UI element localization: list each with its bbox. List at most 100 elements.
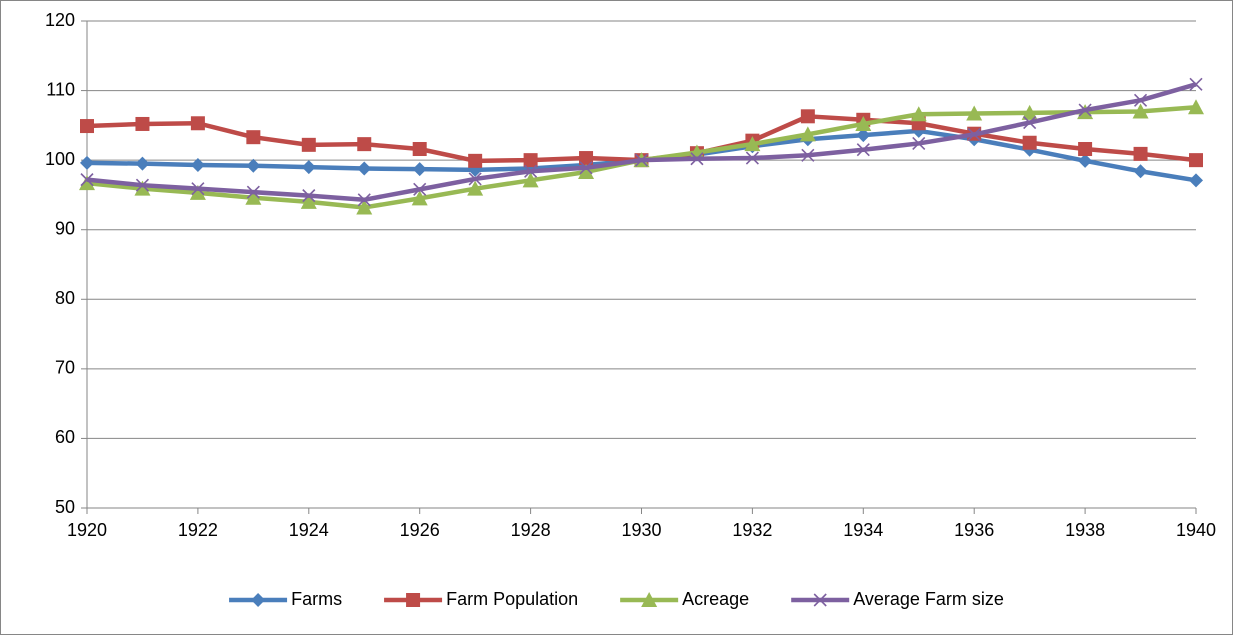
x-tick-label: 1928 bbox=[511, 520, 551, 540]
marker bbox=[135, 116, 150, 131]
y-tick-label: 90 bbox=[55, 218, 75, 238]
legend-item: Average Farm size bbox=[791, 589, 1004, 609]
marker bbox=[801, 148, 815, 162]
marker bbox=[468, 172, 482, 186]
marker bbox=[967, 127, 981, 141]
marker bbox=[1021, 104, 1038, 120]
legend-label: Average Farm size bbox=[853, 589, 1004, 609]
marker bbox=[522, 172, 539, 188]
marker bbox=[579, 151, 594, 166]
marker bbox=[189, 184, 206, 200]
marker bbox=[1132, 103, 1149, 119]
legend-item: Acreage bbox=[620, 589, 749, 609]
marker bbox=[301, 137, 316, 152]
marker bbox=[406, 593, 421, 607]
x-tick-label: 1930 bbox=[621, 520, 661, 540]
marker bbox=[856, 128, 871, 143]
marker bbox=[1022, 135, 1037, 150]
legend-label: Farms bbox=[291, 589, 342, 609]
legend-label: Acreage bbox=[682, 589, 749, 609]
x-tick-label: 1936 bbox=[954, 520, 994, 540]
marker bbox=[912, 136, 926, 151]
marker bbox=[523, 153, 538, 168]
marker bbox=[467, 180, 484, 196]
x-tick-label: 1938 bbox=[1065, 520, 1105, 540]
marker bbox=[251, 593, 266, 607]
y-tick-label: 60 bbox=[55, 427, 75, 447]
marker bbox=[1189, 153, 1203, 168]
marker bbox=[80, 173, 94, 187]
marker bbox=[579, 161, 593, 175]
marker bbox=[468, 153, 483, 168]
marker bbox=[578, 163, 595, 179]
marker bbox=[1133, 93, 1148, 107]
marker bbox=[357, 137, 372, 152]
y-tick-label: 70 bbox=[55, 358, 75, 378]
x-tick-label: 1924 bbox=[289, 520, 329, 540]
marker bbox=[910, 106, 927, 122]
marker bbox=[800, 109, 815, 124]
marker bbox=[246, 158, 261, 173]
marker bbox=[80, 119, 94, 134]
marker bbox=[300, 193, 317, 209]
marker bbox=[966, 105, 983, 121]
x-tick-label: 1920 bbox=[67, 520, 107, 540]
marker bbox=[357, 161, 372, 176]
marker bbox=[856, 143, 870, 157]
y-tick-label: 120 bbox=[45, 10, 75, 30]
marker bbox=[1189, 173, 1203, 188]
marker bbox=[412, 142, 427, 157]
legend-item: Farm Population bbox=[384, 589, 578, 609]
marker bbox=[745, 151, 759, 165]
marker bbox=[1133, 164, 1148, 179]
x-tick-label: 1926 bbox=[400, 520, 440, 540]
marker bbox=[1133, 146, 1148, 161]
marker bbox=[412, 162, 427, 177]
marker bbox=[135, 156, 150, 171]
marker bbox=[1023, 116, 1037, 130]
marker bbox=[413, 182, 427, 196]
y-tick-label: 80 bbox=[55, 288, 75, 308]
marker bbox=[411, 190, 428, 206]
marker bbox=[134, 180, 151, 196]
legend: Farms Farm Population Acreage Average Farm … bbox=[229, 589, 1004, 609]
marker bbox=[246, 185, 260, 199]
x-tick-label: 1940 bbox=[1176, 520, 1216, 540]
marker bbox=[641, 592, 658, 607]
marker bbox=[356, 199, 373, 215]
marker bbox=[855, 115, 872, 131]
marker bbox=[79, 175, 95, 191]
x-tick-label: 1922 bbox=[178, 520, 218, 540]
marker bbox=[1078, 103, 1092, 117]
marker bbox=[813, 593, 827, 607]
marker bbox=[302, 189, 316, 203]
marker bbox=[1078, 142, 1093, 157]
marker bbox=[357, 193, 371, 207]
x-tick-label: 1932 bbox=[732, 520, 772, 540]
marker bbox=[190, 116, 205, 131]
marker bbox=[744, 136, 761, 152]
marker bbox=[634, 153, 649, 167]
marker bbox=[191, 182, 205, 196]
marker bbox=[135, 178, 150, 192]
marker bbox=[1078, 153, 1093, 168]
marker bbox=[190, 158, 205, 173]
x-tick-label: 1934 bbox=[843, 520, 883, 540]
y-tick-label: 100 bbox=[45, 149, 75, 169]
marker bbox=[690, 152, 704, 166]
marker bbox=[1188, 99, 1204, 115]
marker bbox=[799, 126, 816, 142]
legend-label: Farm Population bbox=[446, 589, 578, 609]
marker bbox=[1189, 77, 1203, 91]
marker bbox=[246, 130, 261, 145]
marker bbox=[80, 155, 94, 170]
y-tick-label: 50 bbox=[55, 497, 75, 517]
marker bbox=[245, 189, 262, 205]
marker bbox=[301, 160, 316, 175]
y-tick-label: 110 bbox=[46, 79, 75, 99]
marker bbox=[524, 164, 538, 178]
legend-item: Farms bbox=[229, 589, 342, 609]
